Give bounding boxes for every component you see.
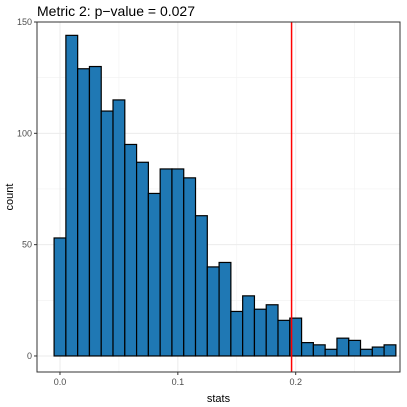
y-tick-label: 100: [17, 128, 32, 138]
x-tick-label: 0.2: [289, 377, 302, 387]
histogram-bar: [171, 168, 185, 357]
y-tick-label: 50: [22, 240, 32, 250]
histogram-bar: [277, 319, 291, 357]
y-tick-label: 150: [17, 17, 32, 27]
x-tick-label: 0.1: [172, 377, 185, 387]
histogram-bar: [242, 295, 256, 357]
histogram-bar: [88, 65, 102, 357]
histogram-bar: [124, 143, 138, 357]
histogram-bar: [194, 215, 208, 357]
x-axis-title: stats: [207, 393, 231, 405]
histogram-bar: [359, 348, 373, 357]
histogram-bar: [336, 337, 350, 357]
histogram-bar: [77, 68, 91, 357]
histogram-bar: [265, 304, 279, 357]
histogram-bar: [112, 99, 126, 357]
histogram-bar: [206, 266, 220, 357]
histogram-bar: [159, 168, 173, 357]
y-tick-label: 0: [27, 351, 32, 361]
histogram-bar: [100, 110, 114, 357]
x-tick-label: 0.0: [54, 377, 67, 387]
histogram-bar: [371, 346, 385, 357]
histogram-bar: [65, 34, 79, 357]
histogram-bar: [383, 344, 397, 357]
histogram-bar: [230, 310, 244, 357]
histogram-bar: [147, 192, 161, 357]
histogram-bar: [324, 348, 338, 357]
histogram-bar: [289, 317, 303, 357]
histogram-bar: [300, 342, 314, 357]
histogram-bar: [253, 308, 267, 357]
plot-panel-border: [36, 21, 401, 373]
histogram-bar: [53, 237, 67, 357]
histogram-bar: [312, 344, 326, 357]
chart-title: Metric 2: p−value = 0.027: [37, 3, 195, 19]
histogram-bar: [183, 177, 197, 357]
histogram-bar: [218, 261, 232, 357]
histogram-bar: [135, 161, 149, 357]
histogram-bars: [53, 34, 397, 357]
histogram-bar: [348, 339, 362, 357]
y-axis-title: count: [4, 184, 16, 211]
axis-ticks: 0.0 0.1 0.2 0 50 100 150: [17, 17, 302, 387]
